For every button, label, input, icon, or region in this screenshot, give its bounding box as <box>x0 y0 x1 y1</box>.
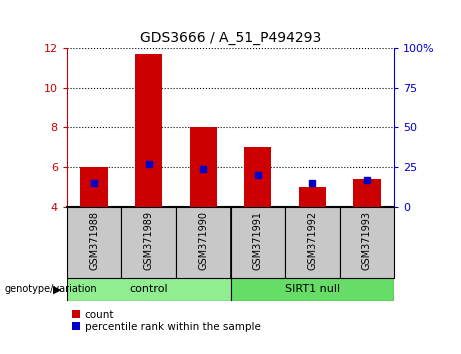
Bar <box>81 167 108 207</box>
Text: GSM371988: GSM371988 <box>89 211 99 270</box>
Bar <box>67 278 230 301</box>
Bar <box>299 187 326 207</box>
Bar <box>244 147 272 207</box>
Text: genotype/variation: genotype/variation <box>5 284 97 295</box>
Bar <box>230 278 394 301</box>
Text: SIRT1 null: SIRT1 null <box>285 284 340 295</box>
Bar <box>353 179 380 207</box>
Bar <box>135 54 162 207</box>
Text: GSM371993: GSM371993 <box>362 211 372 270</box>
Bar <box>285 207 340 278</box>
Text: GSM371991: GSM371991 <box>253 211 263 270</box>
Bar <box>189 127 217 207</box>
Bar <box>121 207 176 278</box>
Text: ▶: ▶ <box>53 284 62 295</box>
Text: GSM371989: GSM371989 <box>144 211 154 270</box>
Bar <box>340 207 394 278</box>
Legend: count, percentile rank within the sample: count, percentile rank within the sample <box>72 310 260 332</box>
Text: control: control <box>130 284 168 295</box>
Text: GSM371990: GSM371990 <box>198 211 208 270</box>
Text: GSM371992: GSM371992 <box>307 211 317 270</box>
Bar <box>230 207 285 278</box>
Title: GDS3666 / A_51_P494293: GDS3666 / A_51_P494293 <box>140 32 321 45</box>
Bar <box>176 207 230 278</box>
Bar <box>67 207 121 278</box>
